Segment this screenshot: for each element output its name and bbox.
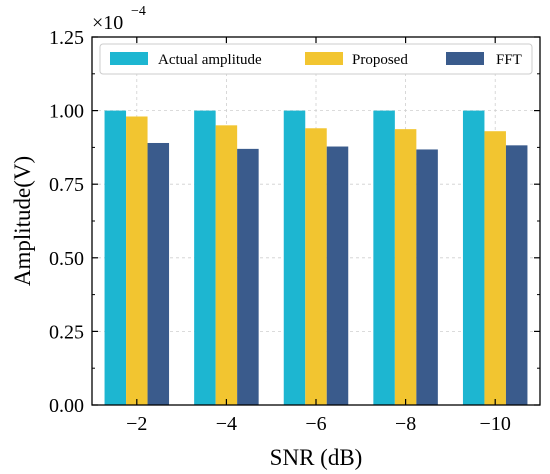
bar	[505, 145, 528, 405]
legend: Actual amplitude Proposed FFT	[99, 43, 533, 75]
bar	[126, 116, 148, 405]
bar	[283, 110, 306, 405]
x-axis-title: SNR (dB)	[270, 445, 363, 470]
legend-label: FFT	[496, 52, 522, 68]
y-tick-label: 0.25	[49, 321, 84, 343]
bar	[416, 149, 438, 405]
x-tick-label: −2	[126, 413, 147, 435]
bar	[237, 148, 259, 405]
x-tick-label: −8	[395, 413, 416, 435]
bars	[104, 110, 528, 406]
bar	[305, 128, 327, 405]
bar	[194, 110, 216, 405]
legend-label: Proposed	[352, 52, 408, 68]
bar	[373, 110, 395, 405]
bar	[215, 125, 238, 405]
x-tick-label: −6	[305, 413, 326, 435]
bar	[326, 146, 349, 406]
bar	[104, 110, 127, 405]
y-tick-label: 0.00	[49, 395, 84, 417]
axis-ticks: 0.00 0.25 0.50 0.75 1.00 1.25 −2 −4 −6 −8 −10	[49, 27, 540, 435]
y-tick-label: 1.25	[49, 27, 84, 49]
legend-label: Actual amplitude	[158, 52, 262, 68]
scale-multiplier: ×10	[92, 12, 123, 34]
y-axis-title: Amplitude(V)	[10, 156, 35, 286]
y-tick-label: 1.00	[49, 101, 84, 123]
x-tick-label: −10	[480, 413, 511, 435]
legend-swatch	[110, 52, 148, 65]
x-tick-label: −4	[216, 413, 237, 435]
bar	[484, 131, 506, 405]
legend-swatch	[446, 52, 484, 65]
legend-swatch	[305, 52, 343, 65]
bar	[462, 110, 485, 405]
y-tick-label: 0.75	[49, 174, 84, 196]
bar	[394, 129, 417, 405]
y-tick-label: 0.50	[49, 248, 84, 270]
scale-exponent: −4	[131, 4, 146, 19]
bar	[147, 142, 170, 405]
